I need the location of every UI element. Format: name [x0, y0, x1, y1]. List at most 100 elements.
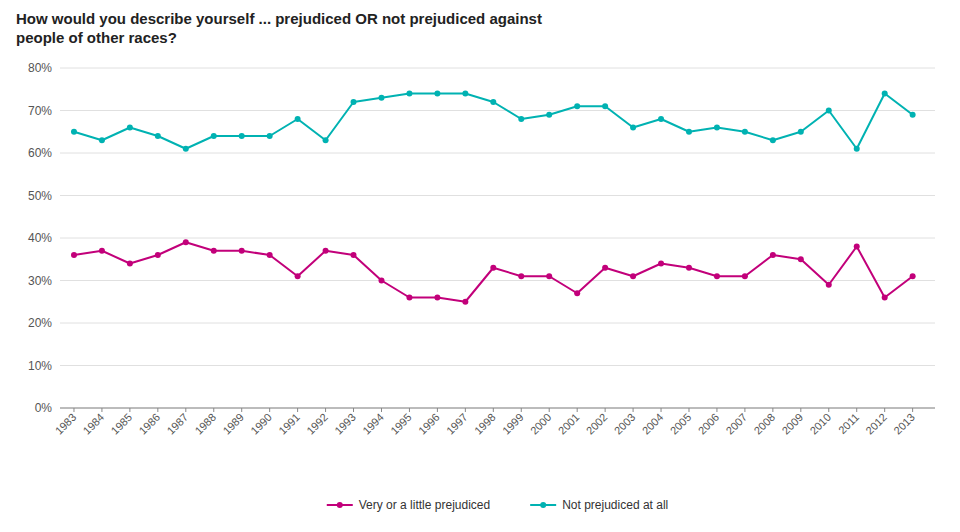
x-tick [297, 408, 298, 412]
x-tick [101, 408, 102, 412]
point [155, 252, 161, 258]
grid-line [60, 195, 935, 196]
point [155, 133, 161, 139]
x-tick-label: 1998 [472, 411, 498, 437]
x-tick-label: 1992 [304, 411, 330, 437]
x-tick [409, 408, 410, 412]
point [770, 137, 776, 143]
x-tick-label: 2006 [696, 411, 722, 437]
point [658, 116, 664, 122]
point [406, 295, 412, 301]
point [99, 248, 105, 254]
x-tick-label: 1987 [164, 411, 190, 437]
y-tick-label: 60% [28, 146, 52, 160]
point [183, 239, 189, 245]
point [882, 91, 888, 97]
x-tick-label: 1990 [248, 411, 274, 437]
x-tick-label: 1988 [192, 411, 218, 437]
grid-line [60, 323, 935, 324]
x-tick [521, 408, 522, 412]
point [882, 295, 888, 301]
x-tick-label: 2004 [640, 411, 666, 437]
x-tick-label: 2001 [556, 411, 582, 437]
x-axis-line [60, 408, 935, 409]
title: How would you describe yourself ... prej… [16, 10, 542, 46]
point [406, 91, 412, 97]
x-tick [912, 408, 913, 412]
point [378, 95, 384, 101]
x-tick [493, 408, 494, 412]
point [211, 248, 217, 254]
point [714, 273, 720, 279]
x-tick-label: 2008 [751, 411, 777, 437]
x-tick [633, 408, 634, 412]
grid-line [60, 153, 935, 154]
grid-line [60, 68, 935, 69]
grid-line [60, 238, 935, 239]
x-tick-label: 2009 [779, 411, 805, 437]
x-tick-label: 1983 [53, 411, 79, 437]
x-tick-label: 1994 [360, 411, 386, 437]
series-line [74, 242, 913, 302]
point [434, 91, 440, 97]
x-tick [129, 408, 130, 412]
x-tick-label: 1997 [444, 411, 470, 437]
x-tick-label: 2005 [668, 411, 694, 437]
x-tick-label: 2007 [724, 411, 750, 437]
point [742, 129, 748, 135]
x-tick-label: 1991 [276, 411, 302, 437]
axes: 0%10%20%30%40%50%60%70%80%19831984198519… [28, 61, 935, 437]
x-tick [185, 408, 186, 412]
grid-line [60, 280, 935, 281]
x-tick [549, 408, 550, 412]
point [602, 265, 608, 271]
point [351, 99, 357, 105]
x-tick [325, 408, 326, 412]
point [658, 261, 664, 267]
point [490, 265, 496, 271]
point [546, 273, 552, 279]
x-tick-label: 2002 [584, 411, 610, 437]
grid-line [60, 408, 935, 409]
x-tick-label: 1996 [416, 411, 442, 437]
point [127, 261, 133, 267]
point [99, 137, 105, 143]
point [518, 273, 524, 279]
point [239, 133, 245, 139]
x-tick-label: 1985 [109, 411, 135, 437]
point [267, 133, 273, 139]
grid-line [60, 365, 935, 366]
point [71, 252, 77, 258]
y-tick-label: 0% [35, 401, 53, 415]
y-tick-label: 70% [28, 104, 52, 118]
point [546, 112, 552, 118]
point [239, 248, 245, 254]
x-tick-label: 1995 [388, 411, 414, 437]
x-tick [828, 408, 829, 412]
point [267, 252, 273, 258]
x-tick-label: 2000 [528, 411, 554, 437]
point [127, 125, 133, 131]
point [351, 252, 357, 258]
x-tick-label: 2010 [807, 411, 833, 437]
x-tick [772, 408, 773, 412]
point [826, 282, 832, 288]
point [323, 137, 329, 143]
x-tick-label: 1989 [220, 411, 246, 437]
x-tick-label: 2011 [836, 411, 861, 436]
grid-line [60, 110, 935, 111]
legend: Very or a little prejudicedNot prejudice… [327, 498, 668, 512]
plot-area [71, 91, 916, 305]
y-tick-label: 80% [28, 61, 52, 75]
x-tick [213, 408, 214, 412]
x-tick [465, 408, 466, 412]
x-tick-label: 1999 [500, 411, 526, 437]
point [686, 265, 692, 271]
point [518, 116, 524, 122]
x-tick [800, 408, 801, 412]
point [798, 256, 804, 262]
x-tick [157, 408, 158, 412]
x-tick-label: 2013 [891, 411, 917, 437]
x-tick [241, 408, 242, 412]
x-tick [353, 408, 354, 412]
